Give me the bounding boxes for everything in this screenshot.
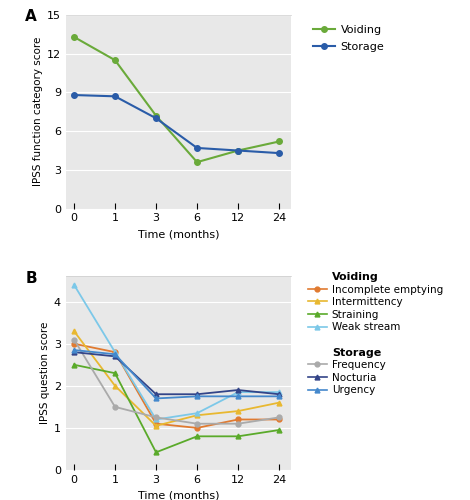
X-axis label: Time (months): Time (months)	[138, 229, 219, 239]
X-axis label: Time (months): Time (months)	[138, 490, 219, 500]
Y-axis label: IPSS function category score: IPSS function category score	[32, 37, 43, 186]
Y-axis label: IPSS question score: IPSS question score	[39, 322, 50, 424]
Legend: Voiding, Storage: Voiding, Storage	[308, 20, 389, 56]
Text: B: B	[25, 270, 37, 285]
Text: A: A	[25, 9, 37, 24]
Legend: Voiding, Incomplete emptying, Intermittency, Straining, Weak stream,  , Storage,: Voiding, Incomplete emptying, Intermitte…	[308, 272, 443, 396]
